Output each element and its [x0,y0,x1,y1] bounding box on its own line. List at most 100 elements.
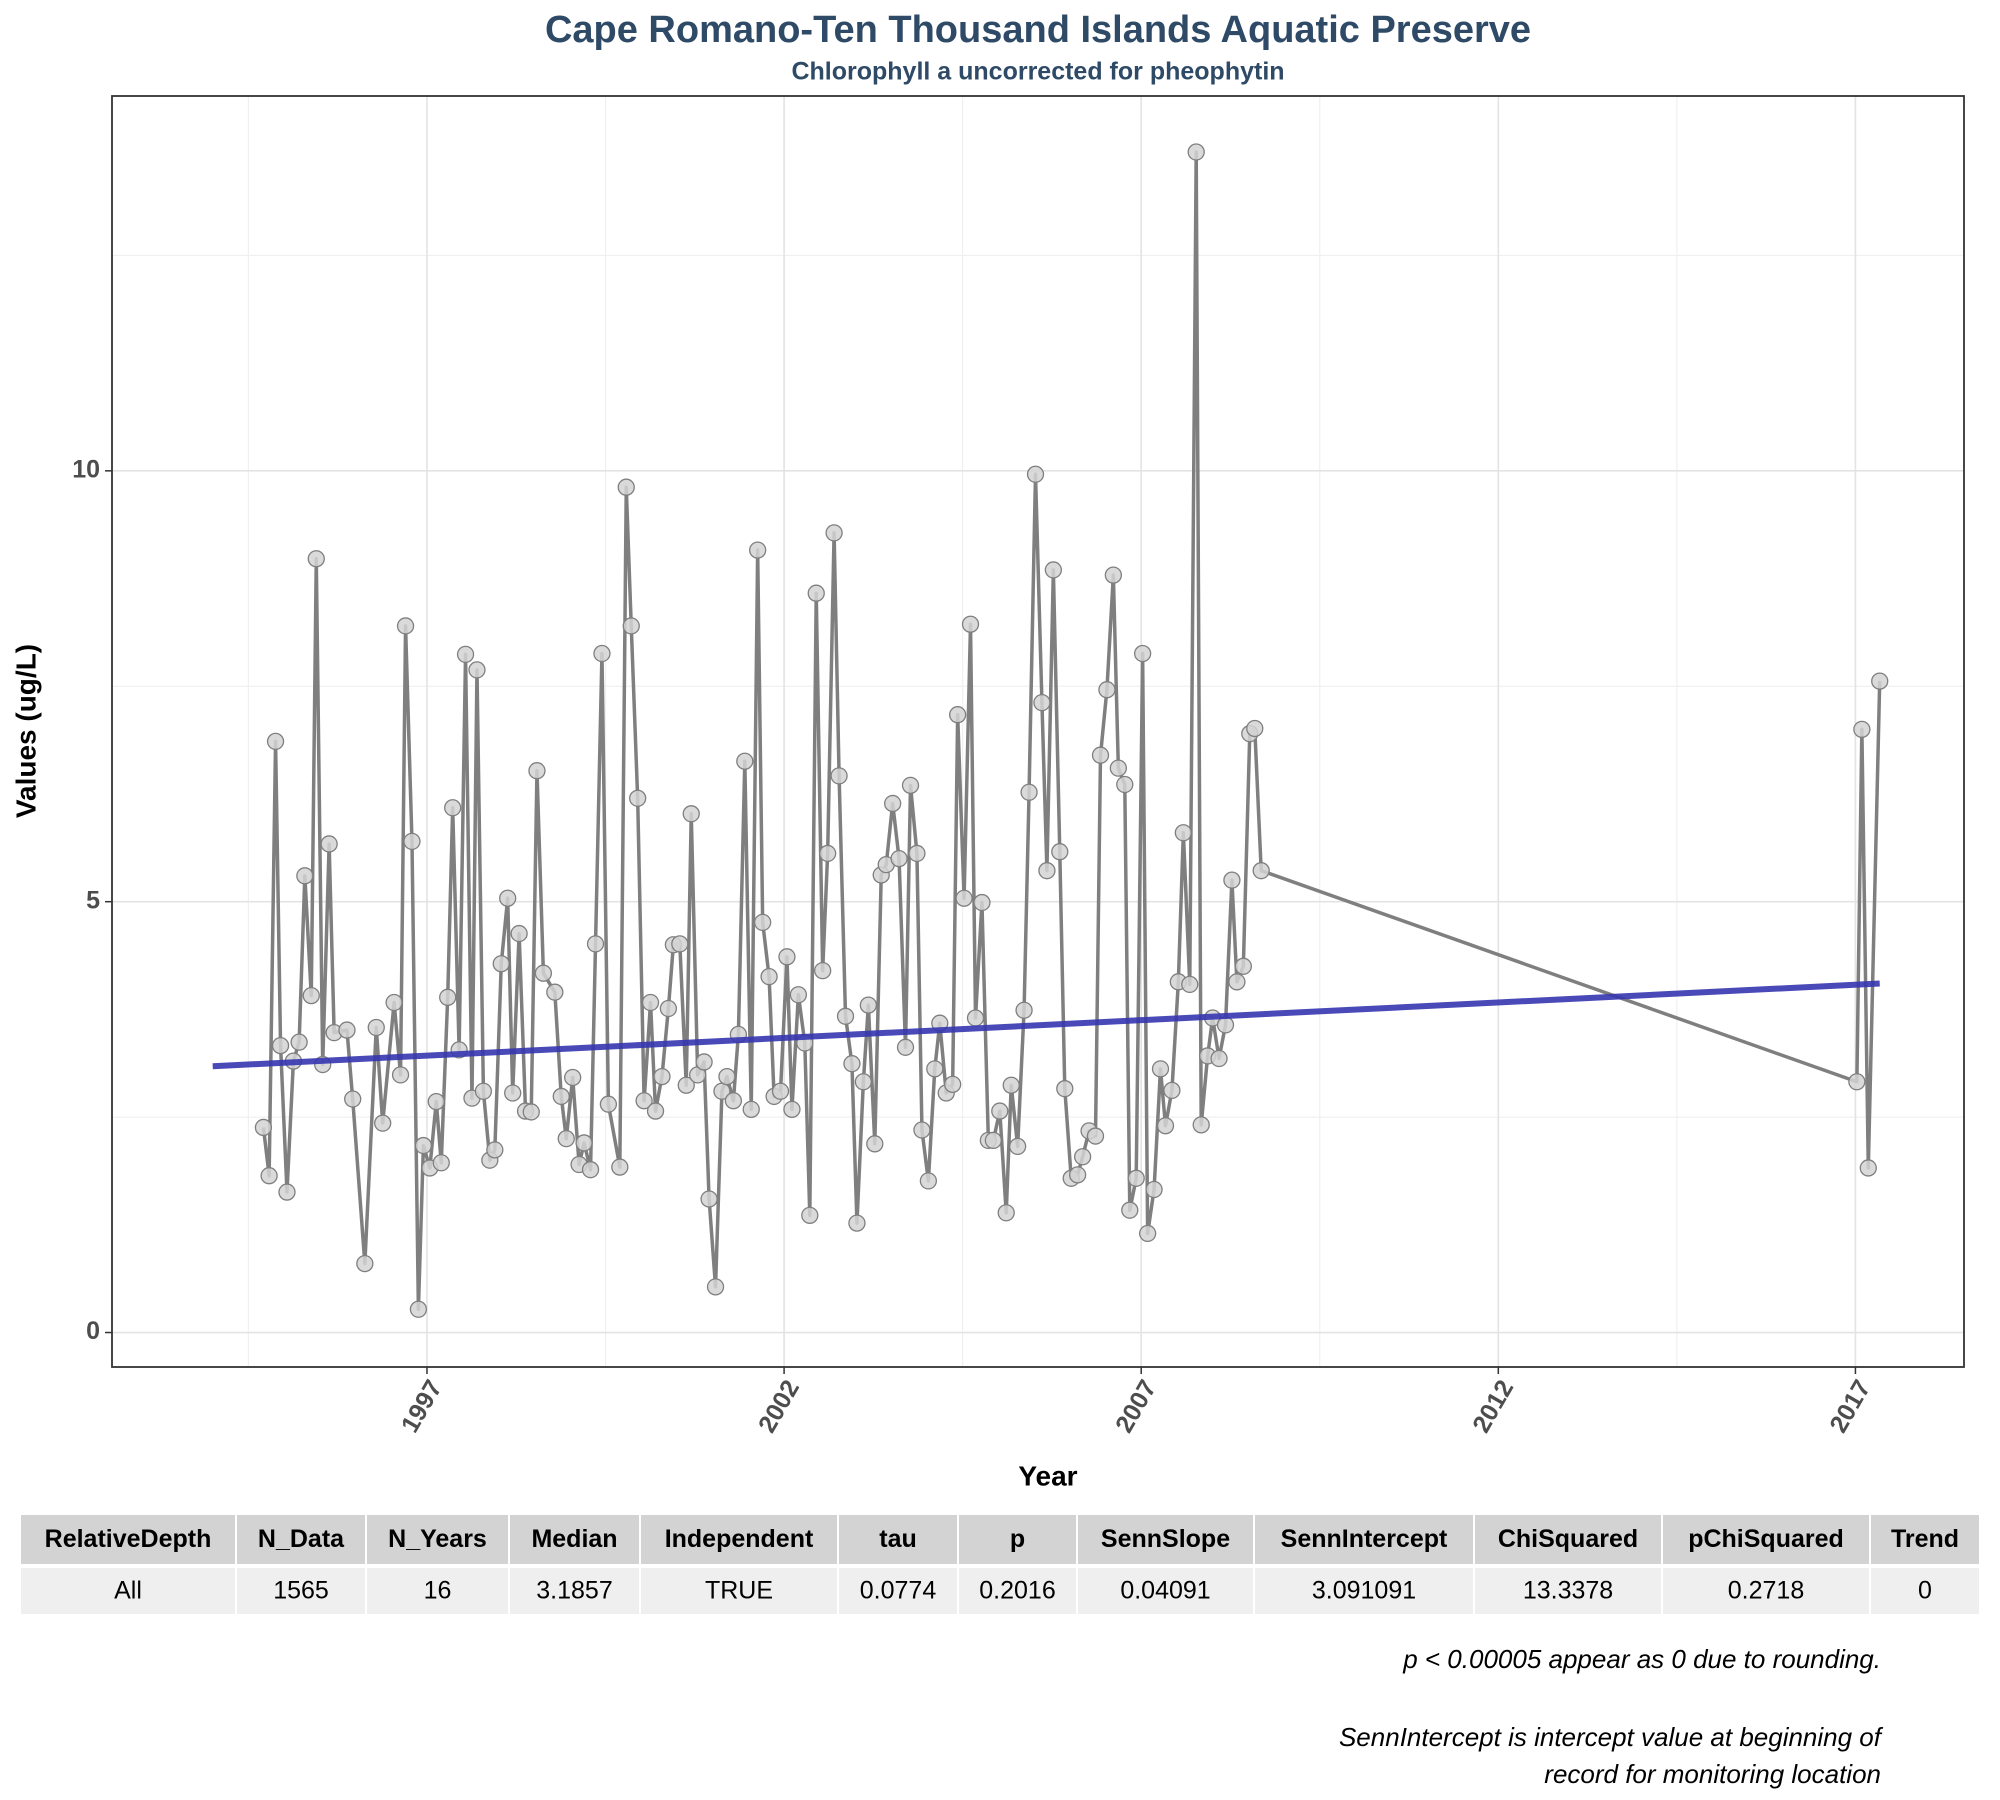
data-point [474,1082,493,1100]
table-header-cell [957,1513,1078,1566]
data-point [302,986,320,1005]
table-header-cell [1661,1513,1871,1566]
data-point [706,1278,725,1296]
data-point [575,1134,593,1152]
table-header-cell [19,1513,237,1566]
data-point [266,732,285,751]
data-point [557,1130,575,1148]
table-note: p < 0.00005 appear as 0 due to rounding. [1402,1644,1881,1674]
data-point [427,1092,445,1111]
table-cell [957,1566,1078,1616]
data-point [1246,719,1264,738]
data-point [635,1092,653,1110]
table-cell [235,1566,367,1616]
data-point [1871,672,1889,690]
table-header: Median [531,1525,617,1553]
data-point [1151,1060,1170,1078]
data-point [749,541,767,559]
data-point [586,935,605,953]
data-point [617,478,635,496]
data-point [1020,783,1038,801]
table-header: Trend [1891,1525,1959,1553]
data-point [278,1183,296,1201]
table-value: 0.04091 [1120,1577,1210,1605]
table-value: 0 [1918,1577,1932,1605]
data-point [1073,1148,1092,1166]
data-point [1853,720,1871,738]
table-value: 13.3378 [1523,1577,1613,1605]
data-point [1098,681,1116,699]
data-point [1086,1127,1105,1145]
table-cell [1076,1566,1255,1616]
table-header: N_Data [258,1525,345,1553]
table-header-cell [1869,1513,1981,1566]
data-point [271,1036,290,1055]
table-header: SennIntercept [1281,1525,1448,1553]
data-point [1216,1016,1235,1034]
data-point [754,913,772,932]
data-point [439,988,457,1006]
data-point [973,893,991,912]
data-point [859,996,878,1014]
data-point [1116,775,1134,794]
data-point [552,1087,570,1106]
data-point [1163,1081,1181,1100]
data-point [385,993,403,1012]
data-point [948,706,967,724]
data-point [890,849,908,868]
table-value: 3.1857 [536,1577,612,1605]
data-point [919,1172,938,1190]
data-point [1104,566,1123,584]
data-point [296,867,314,885]
table-header: RelativeDepth [45,1525,212,1553]
data-point [825,524,843,542]
data-point [1015,1001,1033,1019]
data-point [771,1082,790,1100]
data-point [1228,973,1246,991]
data-point [801,1206,819,1224]
table-cell [1661,1566,1871,1616]
data-point [444,799,462,817]
data-point [848,1214,866,1232]
data-point [695,1053,713,1071]
data-point [344,1090,362,1108]
data-point [1051,843,1069,861]
table-note: record for monitoring location [1544,1759,1881,1789]
table-header: N_Years [388,1525,487,1553]
y-tick-label: 5 [86,886,100,914]
chart-title: Cape Romano-Ten Thousand Islands Aquatic… [545,9,1531,51]
data-point [1038,862,1056,880]
y-tick-label: 10 [72,455,100,483]
data-point [1127,1169,1145,1187]
data-point [913,1121,931,1139]
data-point [736,752,754,770]
data-point [374,1114,392,1132]
data-point [646,1102,665,1120]
table-header-cell [639,1513,839,1566]
table-value: 0.0774 [860,1577,937,1605]
data-point [1145,1180,1163,1199]
plot-border [111,95,1965,1368]
table-cell [508,1566,641,1616]
data-point [546,983,564,1001]
table-value: All [114,1577,142,1605]
data-point [1121,1201,1139,1219]
table-header-cell [1253,1513,1475,1566]
data-point [783,1100,801,1119]
data-point [830,767,848,785]
data-point [901,776,920,795]
data-point [1044,561,1063,579]
table-header-cell [508,1513,641,1566]
data-point [290,1033,308,1051]
data-point [955,889,973,907]
data-point [1002,1076,1020,1094]
table-cell [1869,1566,1981,1616]
data-point [391,1066,410,1084]
data-point [260,1167,278,1185]
data-point [1068,1166,1087,1184]
table-header: SennSlope [1101,1525,1230,1553]
data-point [819,844,837,863]
table-header: tau [879,1525,917,1553]
data-point [1848,1073,1866,1091]
data-point [528,762,546,780]
